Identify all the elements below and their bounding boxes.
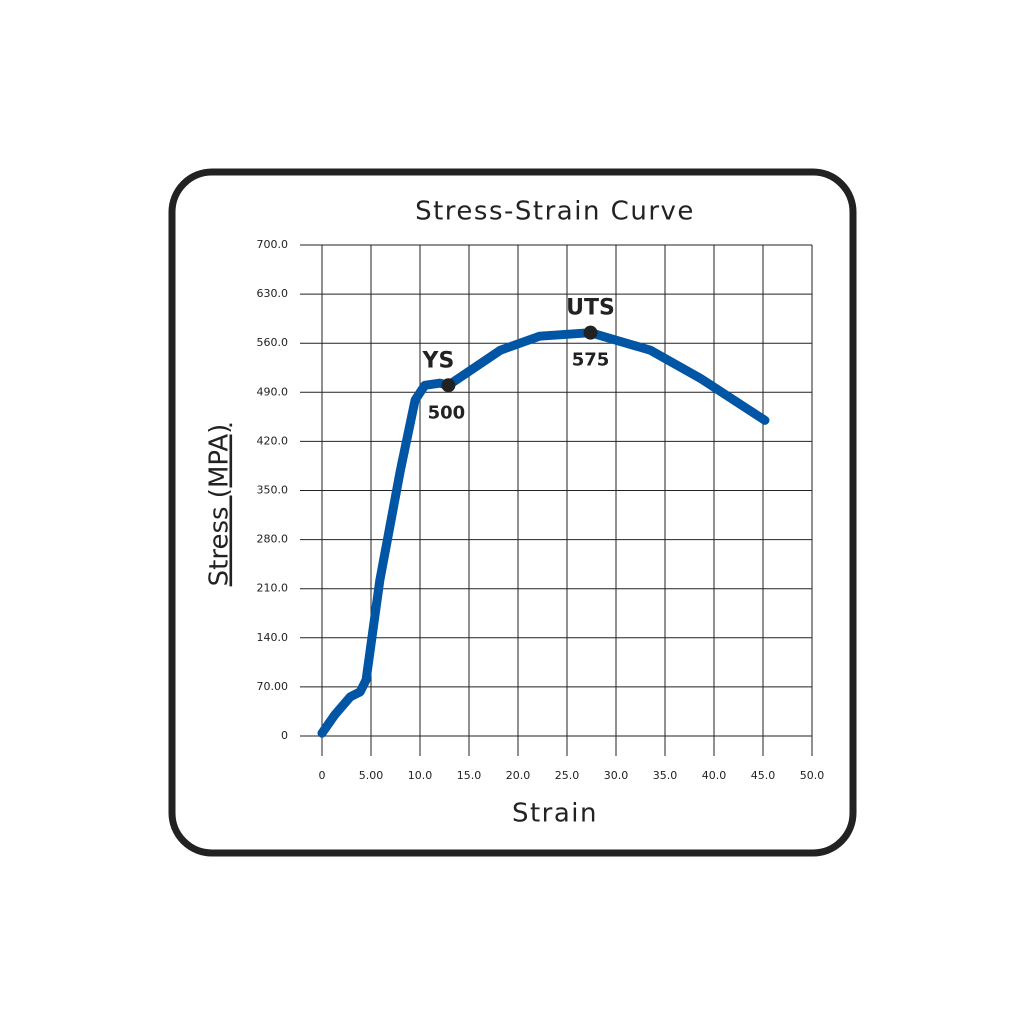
x-tick-label: 50.0: [800, 769, 825, 782]
x-tick-label: 45.0: [751, 769, 776, 782]
y-tick-label: 630.0: [257, 287, 289, 300]
y-axis-label: Stress (MPA): [205, 424, 235, 587]
point-name: YS: [422, 348, 455, 373]
y-tick-label: 420.0: [257, 434, 289, 447]
key-point: [583, 325, 598, 340]
y-tick-label: 490.0: [257, 385, 289, 398]
point-value: 575: [572, 350, 610, 371]
y-tick-label: 280.0: [257, 533, 289, 546]
x-tick-label: 35.0: [653, 769, 678, 782]
point-name: UTS: [566, 296, 615, 321]
y-tick-label: 350.0: [257, 484, 289, 497]
y-tick-label: 700.0: [257, 238, 289, 251]
x-tick-label: 10.0: [408, 769, 433, 782]
chart-title: Stress-Strain Curve: [415, 197, 695, 227]
y-tick-label: 560.0: [257, 336, 289, 349]
x-tick-label: 40.0: [702, 769, 727, 782]
curve: [317, 328, 770, 738]
frame: [168, 168, 857, 857]
x-tick-label: 25.0: [555, 769, 580, 782]
x-tick-label: 30.0: [604, 769, 629, 782]
x-tick-label: 0: [319, 769, 326, 782]
y-tick-label: 140.0: [257, 631, 289, 644]
x-tick-label: 5.00: [359, 769, 384, 782]
x-axis-label: Strain: [512, 799, 598, 829]
key-point: [441, 378, 456, 393]
x-tick-label: 20.0: [506, 769, 531, 782]
x-tick-label: 15.0: [457, 769, 482, 782]
y-tick-label: 70.00: [257, 680, 289, 693]
point-value: 500: [428, 402, 466, 423]
y-tick-label: 0: [281, 729, 288, 742]
y-tick-label: 210.0: [257, 582, 289, 595]
